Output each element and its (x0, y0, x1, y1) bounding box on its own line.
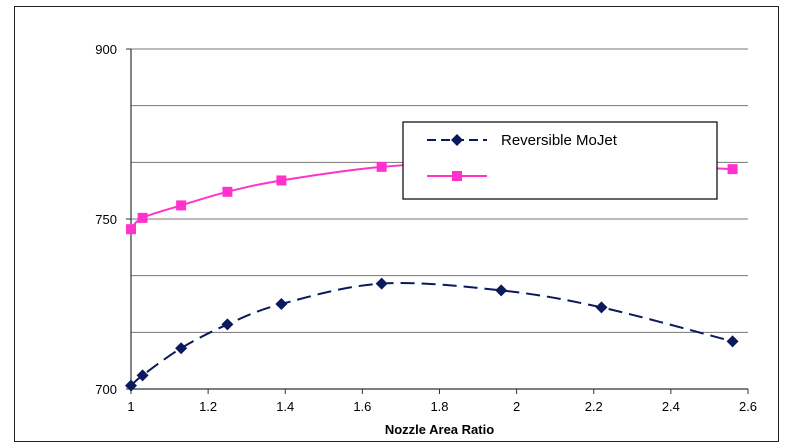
line-chart: 1 1.2 1.4 1.6 1.8 2 2.2 2.4 2.6 700 750 900 Reversi… (15, 7, 780, 443)
data-point (221, 318, 233, 330)
data-point (728, 164, 738, 174)
data-point (376, 278, 388, 290)
data-point (275, 298, 287, 310)
x-tick-label: 2.6 (739, 399, 757, 414)
data-point (175, 342, 187, 354)
chart-frame: 1 1.2 1.4 1.6 1.8 2 2.2 2.4 2.6 700 750 900 Reversi… (14, 6, 779, 442)
x-tick-label: 1.4 (276, 399, 294, 414)
x-axis-title: Nozzle Area Ratio (385, 422, 494, 437)
x-tick-label: 1.6 (353, 399, 371, 414)
x-tick-label: 1 (127, 399, 134, 414)
series-line (131, 283, 733, 386)
data-point (377, 162, 387, 172)
y-tick-label: 750 (95, 212, 117, 227)
data-point (495, 284, 507, 296)
data-point (276, 175, 286, 185)
y-tick-label: 700 (95, 382, 117, 397)
legend-marker (452, 171, 462, 181)
data-point (126, 224, 136, 234)
y-tick-label: 900 (95, 42, 117, 57)
x-tick-label: 1.2 (199, 399, 217, 414)
series-1 (125, 278, 739, 392)
data-point (176, 200, 186, 210)
data-point (727, 335, 739, 347)
data-point (595, 301, 607, 313)
x-tick-label: 2.4 (662, 399, 680, 414)
x-tick-label: 1.8 (430, 399, 448, 414)
legend: Reversible MoJet (403, 122, 717, 199)
legend-label: Reversible MoJet (501, 132, 618, 149)
data-point (222, 187, 232, 197)
x-tick-label: 2.2 (585, 399, 603, 414)
x-tick-label: 2 (513, 399, 520, 414)
data-point (138, 213, 148, 223)
